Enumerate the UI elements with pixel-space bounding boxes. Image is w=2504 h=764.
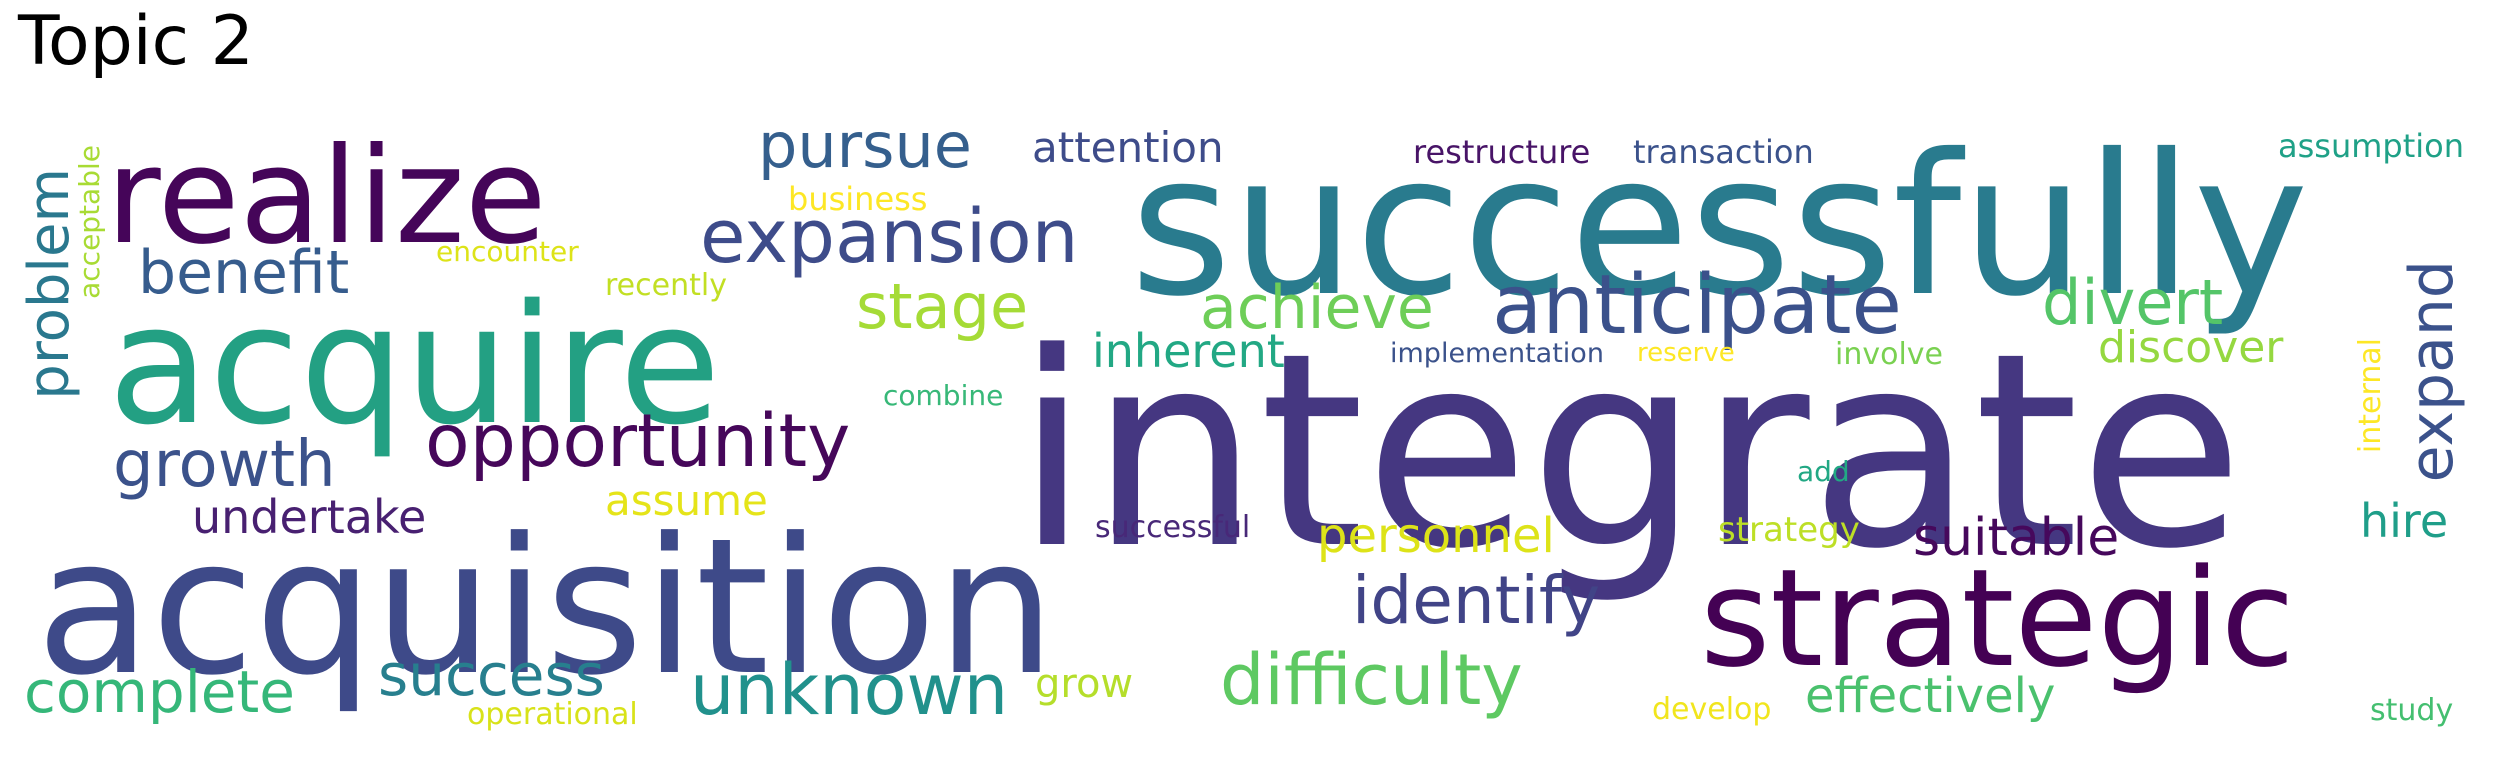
word: unknown — [690, 649, 1009, 731]
word: develop — [1652, 692, 1772, 727]
word: reserve — [1637, 338, 1735, 368]
word: involve — [1835, 337, 1944, 372]
word: transaction — [1633, 133, 1814, 171]
word: realize — [106, 120, 547, 274]
word: assumption — [2278, 127, 2465, 165]
word: add — [1797, 455, 1850, 488]
word: effectively — [1805, 668, 2056, 724]
word: divert — [2042, 266, 2224, 339]
word: benefit — [138, 238, 350, 308]
word: integrate — [1015, 296, 2244, 608]
word: successfully — [1130, 112, 2309, 339]
word: study — [2370, 693, 2454, 728]
word: personnel — [1317, 508, 1555, 564]
word: combine — [883, 379, 1004, 412]
word: successful — [1095, 510, 1251, 545]
word: identify — [1352, 562, 1601, 639]
word: discover — [2098, 322, 2284, 373]
word: grow — [1035, 661, 1134, 707]
word: anticipate — [1492, 258, 1902, 353]
word: hire — [2360, 494, 2449, 548]
word: expand — [2397, 260, 2467, 483]
word: success — [378, 641, 605, 709]
word: acquisition — [36, 498, 1056, 717]
word: opportunity — [425, 399, 851, 484]
word: pursue — [758, 109, 972, 182]
word: strategic — [1700, 540, 2295, 697]
word: suitable — [1913, 508, 2120, 568]
word: difficulty — [1220, 639, 1523, 721]
word: encounter — [436, 235, 579, 268]
word: undertake — [192, 490, 427, 544]
word: inherent — [1092, 324, 1285, 378]
word: acceptable — [73, 145, 106, 299]
word: operational — [467, 697, 638, 732]
word: recently — [605, 268, 727, 303]
word: growth — [113, 428, 336, 502]
word: internal — [2353, 338, 2388, 454]
word: restructure — [1413, 133, 1591, 171]
word: business — [788, 180, 928, 218]
word: implementation — [1390, 338, 1604, 369]
word: complete — [24, 658, 295, 726]
word: stage — [856, 270, 1029, 343]
word: problem — [17, 168, 82, 400]
word: attention — [1032, 123, 1224, 172]
word: expansion — [700, 194, 1079, 280]
word: strategy — [1718, 510, 1860, 550]
word: assume — [605, 476, 768, 525]
page-title: Topic 2 — [18, 2, 254, 81]
word: achieve — [1200, 273, 1434, 343]
word: acquire — [108, 269, 721, 461]
